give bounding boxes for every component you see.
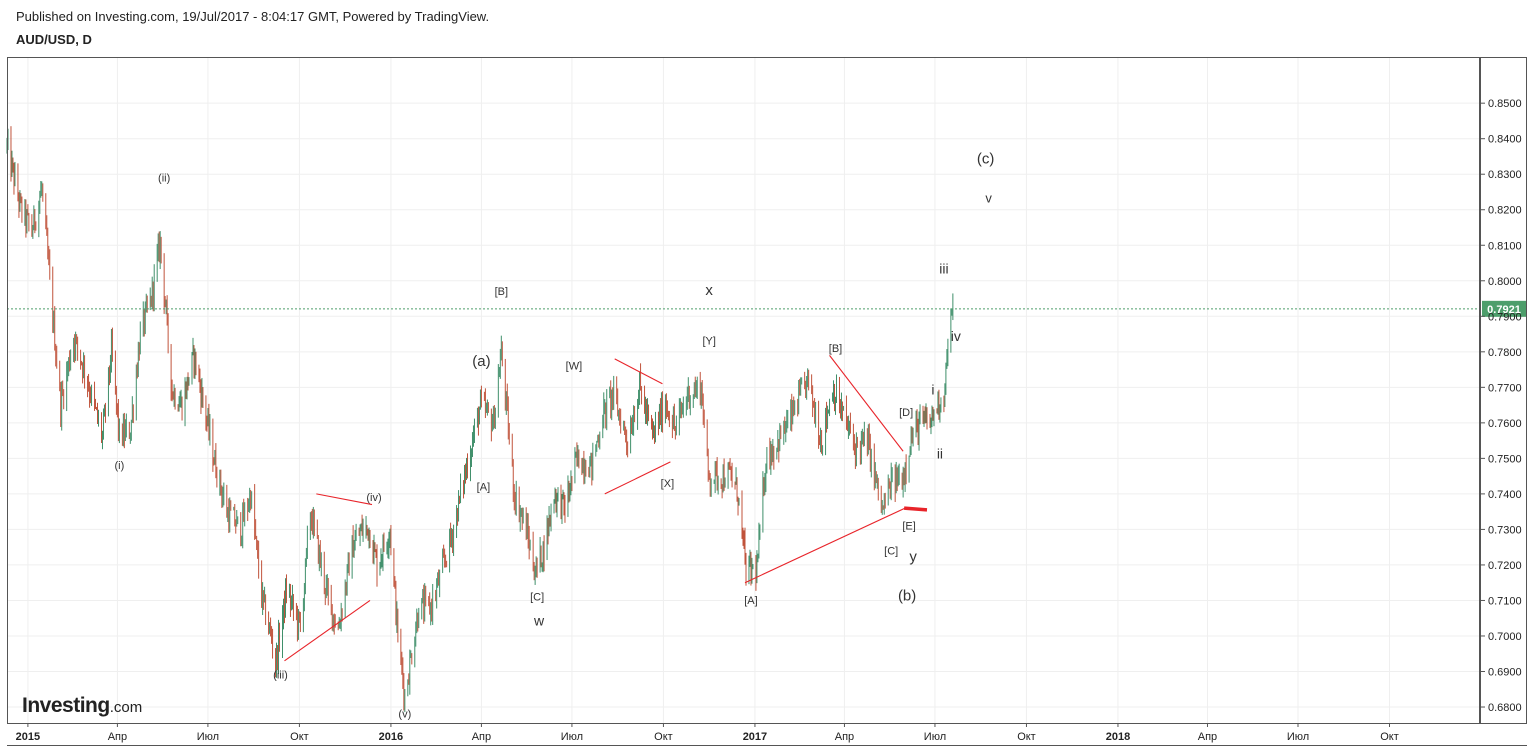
x-tick-label: Окт (1017, 731, 1036, 743)
wave-label: [C] (884, 545, 898, 557)
y-tick-label: 0.7700 (1488, 382, 1522, 394)
y-axis-frame[interactable] (1480, 57, 1527, 724)
y-tick-label: 0.8100 (1488, 240, 1522, 252)
x-tick-label: 2016 (379, 731, 403, 743)
trend-line (614, 358, 663, 385)
x-axis: 2015 Апр Июл Окт 2016 Апр Июл Окт 2017 Апр Июл Окт 2… (16, 723, 1399, 743)
wave-label: (v) (398, 709, 411, 721)
wave-label: [X] (661, 478, 674, 490)
y-tick-label: 0.7100 (1488, 595, 1522, 607)
x-tick-label: 2015 (16, 731, 40, 743)
y-tick-label: 0.8200 (1488, 205, 1522, 217)
x-tick-label: Июл (561, 731, 583, 743)
wave-label: (iv) (366, 492, 381, 504)
y-tick-label: 0.7900 (1488, 311, 1522, 323)
wave-label: y (909, 548, 917, 565)
wave-label: iv (951, 328, 961, 344)
trend-line (316, 493, 373, 506)
logo-suffix: .com (109, 699, 143, 716)
last-price-badge (1482, 300, 1526, 317)
wave-label: [C] (530, 591, 544, 603)
y-tick-label: 0.7200 (1488, 560, 1522, 572)
trend-line (604, 461, 671, 495)
wave-label: [A] (744, 595, 757, 607)
y-axis: 0.8500 0.8400 0.8300 0.8200 0.8100 0.8000 0.79… (1480, 98, 1522, 714)
wave-label: i (931, 381, 934, 397)
x-tick-label: Июл (197, 731, 219, 743)
y-tick-label: 0.7500 (1488, 453, 1522, 465)
x-tick-label: Июл (1287, 731, 1309, 743)
y-tick-label: 0.8300 (1488, 169, 1522, 181)
y-tick-label: 0.6900 (1488, 666, 1522, 678)
y-tick-label: 0.8400 (1488, 134, 1522, 146)
published-info: Published on Investing.com, 19/Jul/2017 … (16, 9, 490, 24)
y-tick-label: 0.7600 (1488, 418, 1522, 430)
wave-label: [W] (566, 361, 583, 373)
x-tick-label: Апр (108, 731, 127, 743)
plot-frame (7, 57, 1480, 724)
x-tick-label: Апр (472, 731, 491, 743)
x-tick-label: 2017 (743, 731, 767, 743)
wave-label: [B] (495, 286, 508, 298)
trendlines (284, 355, 928, 662)
x-tick-label: Окт (290, 731, 309, 743)
y-tick-label: 0.7000 (1488, 631, 1522, 643)
wave-label: ii (937, 445, 943, 461)
y-tick-label: 0.7800 (1488, 347, 1522, 359)
y-tick-label: 0.8500 (1488, 98, 1522, 110)
wave-label: (i) (114, 460, 124, 472)
wave-label: w (533, 612, 545, 628)
wave-label: [E] (902, 520, 915, 532)
last-price-label: 0.7921 (1487, 304, 1521, 316)
grid-lines (7, 57, 1480, 723)
y-tick-label: 0.7400 (1488, 489, 1522, 501)
last-price-marker: 0.7921 (7, 300, 1526, 317)
trend-line (744, 507, 906, 584)
wave-label: (a) (472, 353, 490, 370)
candlestick-series (6, 126, 954, 713)
y-tick-label: 0.6800 (1488, 702, 1522, 714)
x-tick-label: Апр (835, 731, 854, 743)
trend-line (903, 506, 928, 512)
x-tick-label: Окт (1380, 731, 1399, 743)
wave-label: [Y] (702, 336, 715, 348)
x-tick-label: Июл (924, 731, 946, 743)
wave-label: (c) (977, 151, 995, 168)
wave-label: [D] (899, 407, 913, 419)
wave-label: iii (939, 261, 948, 277)
symbol-title: AUD/USD, D (16, 32, 92, 47)
wave-label: (ii) (158, 172, 170, 184)
x-tick-label: Апр (1198, 731, 1217, 743)
wave-label: [B] (829, 343, 842, 355)
y-tick-label: 0.7300 (1488, 524, 1522, 536)
y-tick-label: 0.8000 (1488, 276, 1522, 288)
plot-area (7, 57, 1480, 724)
trend-line (829, 355, 904, 452)
x-tick-label: 2018 (1106, 731, 1130, 743)
wave-label: x (705, 282, 713, 299)
wave-label: v (985, 191, 992, 206)
wave-labels: (i) (ii) (iii) (iv) (v) (a) [B] [A] [C] w [W] [X] [Y… (114, 151, 994, 721)
wave-label: (b) (898, 587, 916, 604)
wave-label: [A] (477, 481, 490, 493)
wave-label: (iii) (273, 670, 288, 682)
x-tick-label: Окт (654, 731, 673, 743)
logo-brand: Investing (22, 694, 110, 717)
trend-line (284, 600, 371, 662)
investing-logo: Investing.com (22, 694, 142, 718)
